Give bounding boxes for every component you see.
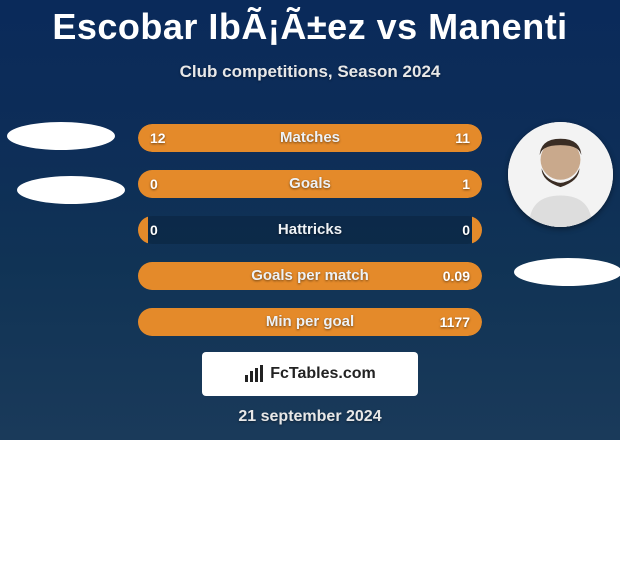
- stat-row-mpg: Min per goal 1177: [138, 308, 482, 336]
- stats-container: 12 Matches 11 0 Goals 1 0 Hattricks 0 Go…: [138, 124, 482, 354]
- bar-left: [138, 124, 317, 152]
- decor-ellipse: [7, 122, 115, 150]
- subtitle: Club competitions, Season 2024: [0, 62, 620, 82]
- stat-row-matches: 12 Matches 11: [138, 124, 482, 152]
- stat-row-hattricks: 0 Hattricks 0: [138, 216, 482, 244]
- bar-right: [148, 262, 482, 290]
- page-title: Escobar IbÃ¡Ã±ez vs Manenti: [0, 0, 620, 48]
- player-right-avatar: [508, 122, 613, 227]
- fctables-text: FcTables.com: [270, 365, 376, 383]
- fctables-link[interactable]: FcTables.com: [202, 352, 418, 396]
- bar-chart-icon: [244, 365, 266, 383]
- stat-val-right: 0: [462, 216, 470, 244]
- bar-right: [317, 124, 482, 152]
- stat-val-left: 0: [150, 216, 158, 244]
- bar-left: [138, 308, 148, 336]
- avatar-placeholder-icon: [508, 122, 613, 227]
- decor-ellipse: [17, 176, 125, 204]
- stat-label: Hattricks: [138, 216, 482, 244]
- bar-right: [472, 216, 482, 244]
- bar-left: [138, 170, 148, 198]
- bar-left: [138, 216, 148, 244]
- bar-right: [148, 170, 482, 198]
- bar-right: [148, 308, 482, 336]
- comparison-banner: Escobar IbÃ¡Ã±ez vs Manenti Club competi…: [0, 0, 620, 440]
- bar-left: [138, 262, 148, 290]
- decor-ellipse: [514, 258, 620, 286]
- stat-row-goals: 0 Goals 1: [138, 170, 482, 198]
- stat-row-gpm: Goals per match 0.09: [138, 262, 482, 290]
- date-text: 21 september 2024: [0, 408, 620, 426]
